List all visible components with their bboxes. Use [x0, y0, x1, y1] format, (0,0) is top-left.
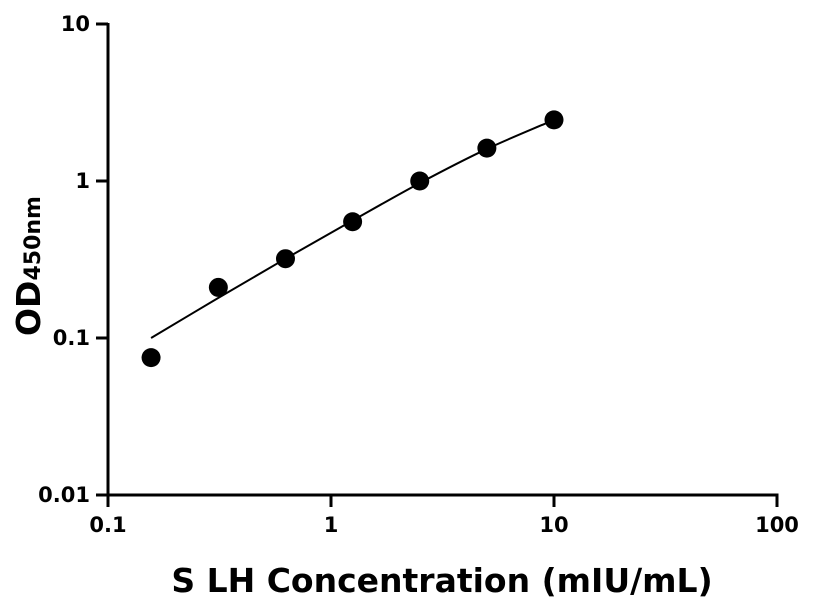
data-point: [410, 171, 430, 191]
data-point: [343, 212, 363, 232]
data-point: [275, 249, 295, 269]
y-tick-label: 0.01: [38, 483, 90, 507]
x-tick-label: 1: [324, 513, 339, 537]
axes: [106, 23, 779, 497]
data-point: [544, 110, 564, 130]
y-axis-label-subscript: 450nm: [21, 196, 46, 281]
x-tick-label: 10: [539, 513, 568, 537]
x-axis-label: S LH Concentration (mIU/mL): [171, 561, 712, 600]
x-tick-label: 0.1: [89, 513, 126, 537]
y-axis-label-main: OD: [9, 281, 48, 336]
x-tick-label: 100: [755, 513, 799, 537]
data-points: [141, 110, 564, 368]
y-tick-label: 0.1: [53, 326, 90, 350]
data-point: [141, 348, 161, 368]
data-point: [477, 138, 497, 158]
ticks: 0.1 1 10 100 0.01 0.1 1 10: [38, 12, 799, 537]
y-tick-label: 1: [75, 169, 90, 193]
y-axis-label: OD450nm: [9, 196, 48, 336]
y-tick-label: 10: [61, 12, 90, 36]
data-point: [208, 277, 228, 297]
